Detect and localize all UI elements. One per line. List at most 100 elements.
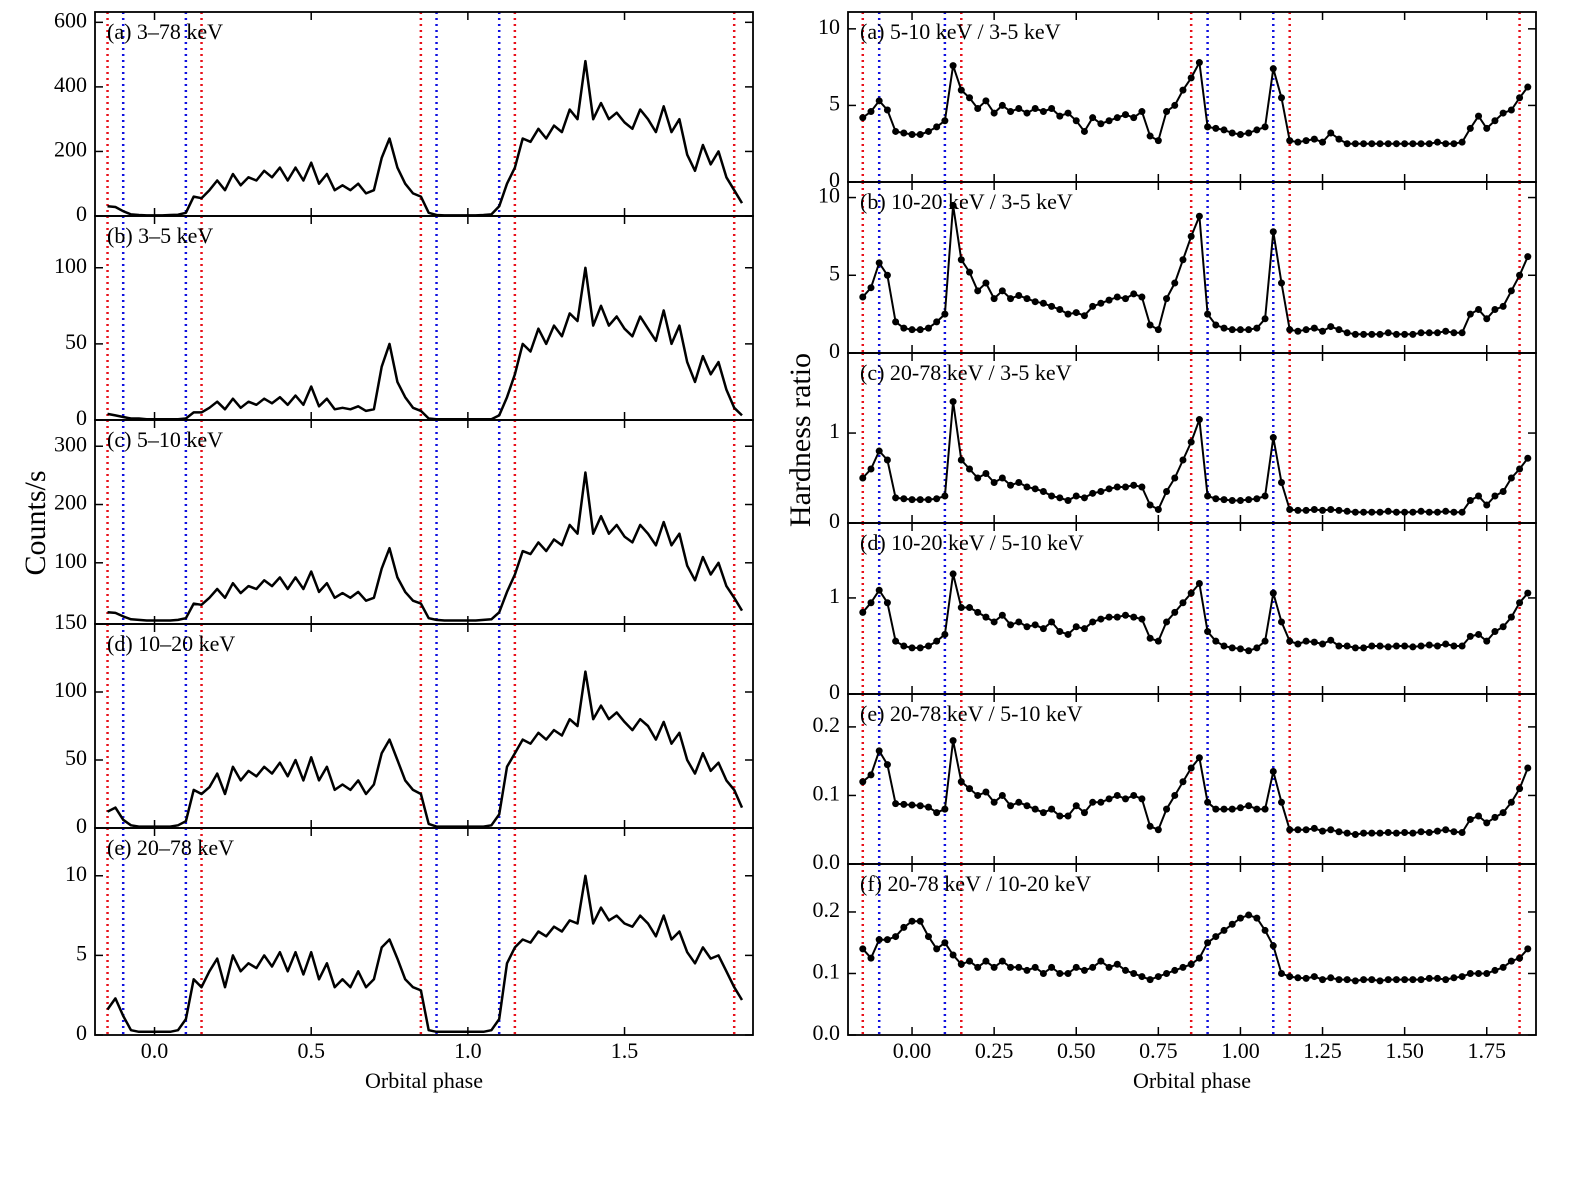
data-point [1507,474,1515,482]
data-point [1064,497,1072,505]
data-point [1113,483,1121,491]
data-point [1286,506,1294,514]
y-tick-label: 0 [76,201,87,226]
data-point [1409,140,1417,148]
data-point [1163,488,1171,496]
data-point [1187,589,1195,597]
data-point [1302,506,1310,514]
data-point [908,917,916,925]
data-point [1442,976,1450,984]
y-tick-label: 0.0 [813,1020,841,1045]
y-axis-label: Counts/s [19,470,52,575]
data-point [1056,628,1064,636]
data-point [1039,969,1047,977]
data-point [1130,969,1138,977]
data-point [892,637,900,645]
x-tick-label: 1.5 [611,1038,639,1063]
data-point [924,324,932,332]
data-point [908,801,916,809]
series-line [862,400,1529,514]
data-point [1376,642,1384,650]
data-point [1269,228,1277,236]
data-point [1319,976,1327,984]
data-point [1319,138,1327,146]
panel-title: (a) 3–78 keV [107,19,223,44]
data-point [1335,135,1343,143]
data-point [1491,492,1499,500]
data-point [1351,977,1359,985]
data-point [1245,802,1253,810]
panel: 0 1 (c) 20-78 keV / 3-5 keV [829,352,1537,533]
panel-frame [94,827,754,1036]
data-point [875,97,883,105]
panel-title: (f) 20-78 keV / 10-20 keV [860,871,1091,896]
data-point [1417,140,1425,148]
data-point [1253,324,1261,332]
y-tick-label: 5 [829,260,840,285]
data-point [990,963,998,971]
x-tick-label: 1.50 [1385,1038,1424,1063]
y-tick-label: 10 [818,183,840,208]
series-line [862,572,1529,652]
data-point [916,917,924,925]
series-line [862,61,1529,145]
data-point [908,326,916,334]
x-tick-label: 0.0 [141,1038,169,1063]
data-point [1483,501,1491,509]
data-point [1310,824,1318,832]
data-point [1261,123,1269,131]
series-line [107,266,743,420]
data-point [1204,798,1212,806]
data-point [982,613,990,621]
data-point [1327,974,1335,982]
data-point [1072,802,1080,810]
panel-title: (c) 5–10 keV [107,427,223,452]
data-point [1343,829,1351,837]
data-point [1245,911,1253,919]
data-point [1187,74,1195,82]
data-point [1023,483,1031,491]
data-point [1466,632,1474,640]
panel-title: (d) 10-20 keV / 5-10 keV [860,530,1084,555]
data-point [974,104,982,112]
data-point [1483,969,1491,977]
data-point [1097,120,1105,128]
data-point [933,809,941,817]
panel: 0.0 0.1 0.2 (e) 20-78 keV / 5-10 keV [813,693,1537,874]
data-point [966,604,974,612]
data-point [1458,828,1466,836]
data-point [1097,957,1105,965]
data-point [1425,974,1433,982]
data-point [1015,618,1023,626]
data-point [1343,329,1351,337]
data-point [982,97,990,105]
y-tick-label: 0 [76,813,87,838]
data-point [1089,963,1097,971]
data-point [875,447,883,455]
data-point [998,287,1006,295]
data-point [1105,296,1113,304]
data-point [1327,323,1335,331]
data-point [1015,291,1023,299]
data-point [1483,637,1491,645]
data-point [1253,914,1261,922]
data-point [1039,625,1047,633]
data-point [916,496,924,504]
data-point [1245,326,1253,334]
data-point [1113,293,1121,301]
y-tick-label: 100 [54,548,87,573]
data-point [1031,104,1039,112]
data-point [1089,302,1097,310]
data-point [1425,508,1433,516]
data-point [1442,507,1450,515]
data-point [1343,642,1351,650]
data-point [916,802,924,810]
data-point [1269,767,1277,775]
data-point [1113,791,1121,799]
data-point [1245,129,1253,137]
data-point [1310,324,1318,332]
data-point [957,256,965,264]
data-point [1015,104,1023,112]
y-tick-label: 10 [65,861,87,886]
data-point [941,630,949,638]
